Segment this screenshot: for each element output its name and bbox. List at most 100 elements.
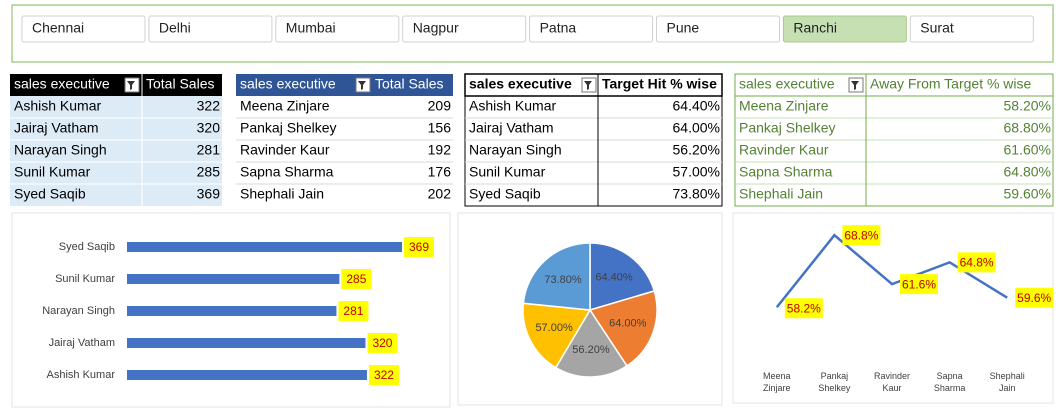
header-label: Target Hit % wise [602,76,717,92]
y-tick-label: Sunil Kumar [55,273,115,285]
slicer-label: Patna [540,20,577,36]
data-label-box [367,333,398,353]
cell-name: Jairaj Vatham [469,120,554,136]
data-label-box [1015,287,1054,308]
header-label: sales executive [739,76,835,92]
slice-label: 57.00% [535,322,573,334]
y-tick-label: Syed Saqib [59,241,115,253]
cell-value: 58.20% [1004,98,1051,114]
slicer-label: Delhi [159,20,191,36]
cell-value: 320 [197,120,221,136]
table-header [236,74,453,96]
table-body [236,96,453,206]
slicer-label: Chennai [32,20,84,36]
cell-name: Sunil Kumar [469,164,546,180]
pie-slice [522,302,592,369]
cell-name: Syed Saqib [469,186,541,202]
slicer-button[interactable] [148,15,273,43]
cell-value: 68.80% [1004,120,1051,136]
cell-value: 156 [428,120,452,136]
cell-value: 192 [428,142,452,158]
cell-name: Sunil Kumar [14,164,91,180]
line [775,233,1008,309]
slicer-button[interactable] [656,15,780,43]
slicer-button[interactable] [402,15,527,43]
slice-label: 64.00% [609,318,647,330]
data-label: 320 [372,336,392,350]
header-label: sales executive [14,76,110,92]
data-label-box [900,274,938,295]
bar [127,370,367,380]
y-tick-label: Narayan Singh [42,305,115,317]
data-label: 369 [409,240,429,254]
y-tick-label: Ashish Kumar [47,369,116,381]
data-label: 59.6% [1017,291,1051,305]
data-label-box [784,298,823,319]
cell-name: Ravinder Kaur [240,142,330,158]
header-label: sales executive [469,76,572,92]
data-label: 61.6% [902,277,936,291]
slicer-button[interactable] [21,15,146,43]
data-label: 64.8% [960,256,994,270]
x-tick-label: Meena Zinjare [763,371,791,393]
slicer-button[interactable] [275,15,400,43]
cell-value: 64.40% [673,98,720,114]
cell-value: 281 [197,142,221,158]
table-body [10,96,222,206]
data-label-box [368,365,399,385]
slicer-label: Surat [920,20,954,36]
x-tick-label: Shephali Jain [990,371,1025,393]
x-tick-label: Sapna Sharma [934,371,966,393]
filter-icon [584,81,592,90]
cell-name: Syed Saqib [14,186,86,202]
cell-name: Ashish Kumar [14,98,101,114]
table-header [10,74,222,96]
cell-name: Shephali Jain [739,186,823,202]
cell-name: Narayan Singh [469,142,562,158]
cell-name: Meena Zinjare [739,98,829,114]
cell-value: 73.80% [673,186,720,202]
slicer-label: Mumbai [286,20,336,36]
cell-value: 202 [428,186,452,202]
x-tick-label: Pankaj Shelkey [818,371,851,393]
x-tick-label: Ravinder Kaur [874,371,910,393]
header-label: Total Sales [375,76,443,92]
bar [127,306,337,316]
header-label: sales executive [240,76,336,92]
slicer-label: Nagpur [413,20,459,36]
slicer-label: Pune [667,20,700,36]
filter-icon [127,81,135,90]
cell-name: Meena Zinjare [240,98,330,114]
data-label: 281 [343,304,363,318]
cell-value: 64.80% [1004,164,1051,180]
bar [127,242,402,252]
cell-name: Narayan Singh [14,142,107,158]
cell-value: 57.00% [673,164,720,180]
data-label-box [403,237,434,257]
pie-slice [522,242,591,311]
slicer-button[interactable] [909,15,1034,43]
data-label-box [957,252,996,273]
slicer-button[interactable] [782,15,907,43]
cell-name: Sapna Sharma [739,164,833,180]
bar [127,274,340,284]
cell-name: Pankaj Shelkey [240,120,337,136]
cell-value: 64.00% [673,120,720,136]
cell-name: Ravinder Kaur [739,142,829,158]
header-label: Away From Target % wise [870,76,1032,92]
cell-name: Shephali Jain [240,186,324,202]
data-label-box [338,301,369,321]
cell-value: 59.60% [1004,186,1051,202]
cell-value: 285 [197,164,221,180]
data-label: 58.2% [787,301,821,315]
cell-name: Pankaj Shelkey [739,120,836,136]
data-label-box [341,269,372,289]
filter-icon [358,81,366,90]
cell-value: 322 [197,98,221,114]
y-tick-label: Jairaj Vatham [49,337,115,349]
data-label: 68.8% [844,228,878,242]
slicer-button[interactable] [529,15,654,43]
header-label: Total Sales [146,76,214,92]
pie-slice [554,308,628,378]
